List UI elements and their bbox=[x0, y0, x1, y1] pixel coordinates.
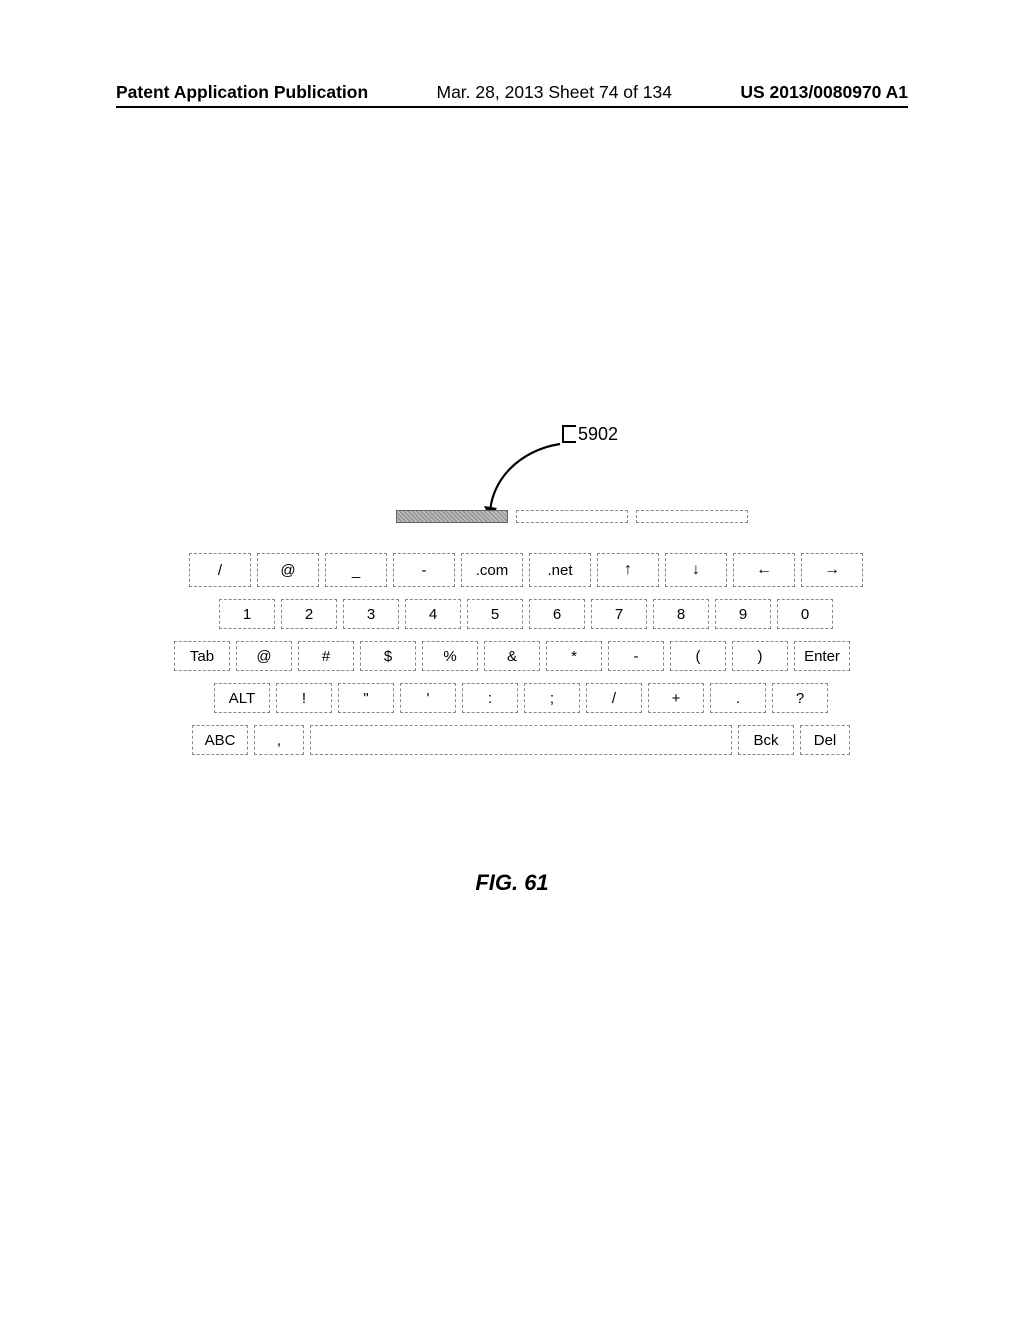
key-colon[interactable]: : bbox=[462, 683, 518, 713]
key-rparen[interactable]: ) bbox=[732, 641, 788, 671]
keyboard-tab-1[interactable] bbox=[396, 510, 508, 523]
key-slash[interactable]: / bbox=[189, 553, 251, 587]
key-arrow-up[interactable]: ↑ bbox=[597, 553, 659, 587]
key-6[interactable]: 6 bbox=[529, 599, 585, 629]
key-row-5: ABC, BckDel bbox=[156, 725, 886, 755]
dateline: Mar. 28, 2013 Sheet 74 of 134 bbox=[437, 82, 672, 103]
key-bang[interactable]: ! bbox=[276, 683, 332, 713]
key-at[interactable]: @ bbox=[257, 553, 319, 587]
key-arrow-left[interactable]: ← bbox=[733, 553, 795, 587]
key-tab[interactable]: Tab bbox=[174, 641, 230, 671]
key-enter[interactable]: Enter bbox=[794, 641, 850, 671]
key-percent[interactable]: % bbox=[422, 641, 478, 671]
key-9[interactable]: 9 bbox=[715, 599, 771, 629]
key-delete[interactable]: Del bbox=[800, 725, 850, 755]
key-row-4: ALT!"':;/+.? bbox=[156, 683, 886, 713]
key-star[interactable]: * bbox=[546, 641, 602, 671]
key-semicolon[interactable]: ; bbox=[524, 683, 580, 713]
key-hash[interactable]: # bbox=[298, 641, 354, 671]
key-dotnet[interactable]: .net bbox=[529, 553, 591, 587]
key-period[interactable]: . bbox=[710, 683, 766, 713]
key-minus[interactable]: - bbox=[608, 641, 664, 671]
key-row-2: 1234567890 bbox=[166, 599, 886, 629]
key-5[interactable]: 5 bbox=[467, 599, 523, 629]
keyboard-tab-3[interactable] bbox=[636, 510, 748, 523]
key-row-1: /@_-.com.net↑↓←→ bbox=[166, 553, 886, 587]
header-rule bbox=[116, 106, 908, 108]
key-4[interactable]: 4 bbox=[405, 599, 461, 629]
key-8[interactable]: 8 bbox=[653, 599, 709, 629]
key-lparen[interactable]: ( bbox=[670, 641, 726, 671]
callout-bracket-icon bbox=[562, 425, 576, 443]
keyboard-tab-2[interactable] bbox=[516, 510, 628, 523]
key-amp[interactable]: & bbox=[484, 641, 540, 671]
key-comma[interactable]: , bbox=[254, 725, 304, 755]
callout-ref-5902: 5902 bbox=[578, 424, 618, 445]
page: Patent Application Publication Mar. 28, … bbox=[0, 0, 1024, 1320]
key-dotcom[interactable]: .com bbox=[461, 553, 523, 587]
key-abc[interactable]: ABC bbox=[192, 725, 248, 755]
page-header: Patent Application Publication Mar. 28, … bbox=[0, 82, 1024, 103]
key-7[interactable]: 7 bbox=[591, 599, 647, 629]
key-underscore[interactable]: _ bbox=[325, 553, 387, 587]
key-alt[interactable]: ALT bbox=[214, 683, 270, 713]
key-1[interactable]: 1 bbox=[219, 599, 275, 629]
virtual-keyboard: /@_-.com.net↑↓←→ 1234567890 Tab@#$%&*-()… bbox=[138, 510, 886, 767]
key-dquote[interactable]: " bbox=[338, 683, 394, 713]
key-3[interactable]: 3 bbox=[343, 599, 399, 629]
key-plus[interactable]: + bbox=[648, 683, 704, 713]
figure-caption: FIG. 61 bbox=[0, 870, 1024, 896]
key-space[interactable] bbox=[310, 725, 732, 755]
key-row-3: Tab@#$%&*-()Enter bbox=[138, 641, 886, 671]
key-qmark[interactable]: ? bbox=[772, 683, 828, 713]
key-0[interactable]: 0 bbox=[777, 599, 833, 629]
publication-label: Patent Application Publication bbox=[116, 82, 368, 103]
publication-number: US 2013/0080970 A1 bbox=[740, 82, 908, 103]
key-slash-2[interactable]: / bbox=[586, 683, 642, 713]
key-squote[interactable]: ' bbox=[400, 683, 456, 713]
key-arrow-down[interactable]: ↓ bbox=[665, 553, 727, 587]
key-hyphen[interactable]: - bbox=[393, 553, 455, 587]
keyboard-tab-strip bbox=[258, 510, 886, 523]
key-arrow-right[interactable]: → bbox=[801, 553, 863, 587]
key-at-2[interactable]: @ bbox=[236, 641, 292, 671]
key-dollar[interactable]: $ bbox=[360, 641, 416, 671]
key-backspace[interactable]: Bck bbox=[738, 725, 794, 755]
key-2[interactable]: 2 bbox=[281, 599, 337, 629]
